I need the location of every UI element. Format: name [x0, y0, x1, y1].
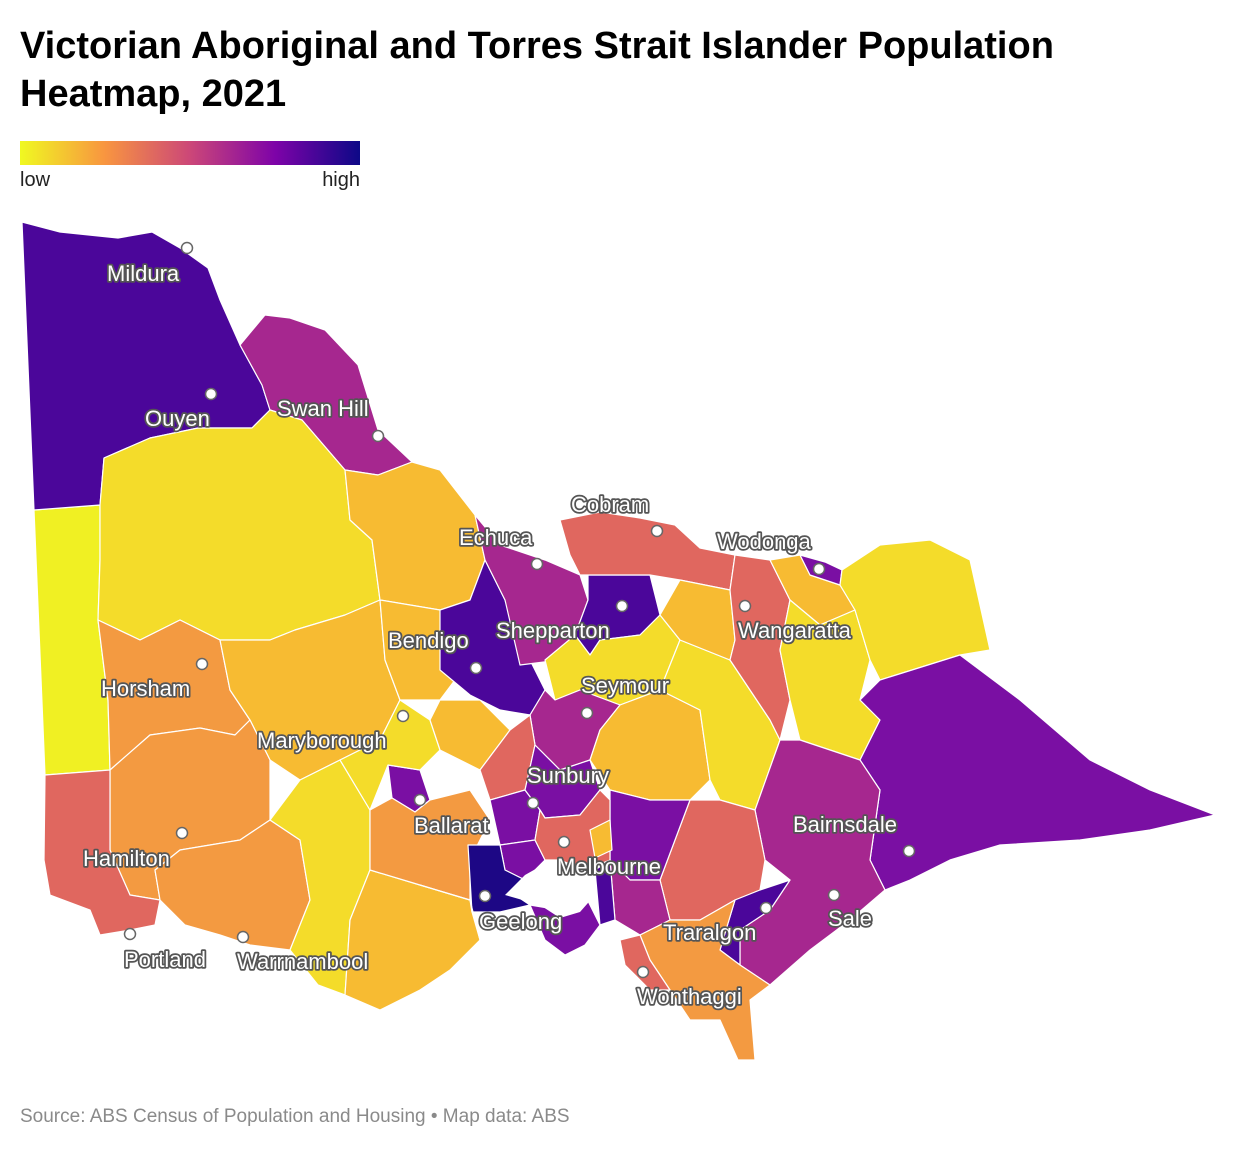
town-dot — [812, 562, 826, 576]
town-swan-hill[interactable]: Swan Hill — [275, 394, 385, 443]
regions-layer — [21, 221, 1216, 1061]
town-cobram[interactable]: Cobram — [569, 490, 664, 538]
town-label: Wangaratta — [738, 618, 852, 643]
town-dot — [204, 387, 218, 401]
town-label: Swan Hill — [277, 396, 369, 421]
town-label: Seymour — [581, 673, 669, 698]
town-echuca[interactable]: Echuca — [457, 523, 544, 571]
chart-title: Victorian Aboriginal and Torres Strait I… — [20, 25, 1054, 115]
town-melbourne[interactable]: Melbourne — [555, 835, 663, 881]
region-glenelg[interactable] — [43, 769, 161, 936]
color-legend: low high — [20, 141, 360, 197]
region-golden-plains[interactable] — [369, 789, 491, 901]
town-label: Bendigo — [388, 628, 469, 653]
town-dot — [371, 429, 385, 443]
town-label: Hamilton — [83, 846, 170, 871]
town-portland[interactable]: Portland — [122, 927, 208, 974]
town-label: Ouyen — [145, 406, 210, 431]
town-dot — [469, 661, 483, 675]
town-label: Portland — [124, 947, 206, 972]
town-label: Warrnambool — [237, 949, 368, 974]
town-label: Horsham — [101, 676, 190, 701]
town-dot — [738, 599, 752, 613]
town-seymour[interactable]: Seymour — [579, 671, 671, 720]
town-traralgon[interactable]: Traralgon — [661, 901, 773, 947]
town-label: Mildura — [107, 261, 180, 286]
region-surf-coast[interactable] — [419, 884, 481, 941]
town-dot — [195, 657, 209, 671]
town-dot — [827, 888, 841, 902]
town-dot — [557, 835, 571, 849]
town-label: Sunbury — [527, 763, 609, 788]
town-label: Echuca — [459, 525, 533, 550]
town-dot — [396, 709, 410, 723]
region-metro-core[interactable] — [534, 789, 611, 871]
region-west-wimmera[interactable] — [33, 504, 111, 776]
town-wodonga[interactable]: Wodonga — [715, 527, 826, 576]
region-murrindindi[interactable] — [589, 689, 711, 801]
legend-low-label: low — [20, 169, 51, 191]
region-south-gippsland[interactable] — [639, 899, 771, 1061]
town-dot — [580, 706, 594, 720]
town-mildura[interactable]: Mildura — [105, 241, 194, 288]
port-phillip-bay — [505, 862, 595, 918]
town-dot — [413, 793, 427, 807]
town-shepparton[interactable]: Shepparton — [494, 599, 629, 645]
town-dot — [180, 241, 194, 255]
town-dot — [236, 930, 250, 944]
town-geelong[interactable]: Geelong — [477, 889, 564, 936]
town-dot — [526, 796, 540, 810]
town-label: Shepparton — [496, 618, 610, 643]
town-label: Traralgon — [663, 920, 756, 945]
town-label: Wodonga — [717, 529, 812, 554]
town-dot — [615, 599, 629, 613]
town-dot — [636, 965, 650, 979]
town-ballarat[interactable]: Ballarat — [412, 793, 490, 840]
town-ouyen[interactable]: Ouyen — [143, 387, 218, 433]
town-dot — [478, 889, 492, 903]
town-dot — [175, 826, 189, 840]
town-label: Bairnsdale — [793, 812, 897, 837]
town-label: Maryborough — [257, 728, 387, 753]
town-dot — [902, 844, 916, 858]
town-dot — [650, 524, 664, 538]
town-label: Cobram — [571, 492, 649, 517]
town-maryborough[interactable]: Maryborough — [255, 709, 410, 755]
region-casey[interactable] — [594, 859, 616, 926]
town-bendigo[interactable]: Bendigo — [386, 626, 483, 675]
region-bass-coast[interactable] — [619, 934, 671, 991]
town-hamilton[interactable]: Hamilton — [81, 826, 189, 873]
town-label: Geelong — [479, 909, 562, 934]
town-dot — [123, 927, 137, 941]
town-wonthaggi[interactable]: Wonthaggi — [635, 965, 744, 1011]
region-east-gippsland[interactable] — [859, 654, 1216, 891]
source-note: Source: ABS Census of Population and Hou… — [20, 1106, 570, 1127]
town-dot — [759, 901, 773, 915]
town-wangaratta[interactable]: Wangaratta — [736, 599, 853, 645]
town-label: Sale — [828, 906, 872, 931]
legend-gradient-bar — [20, 141, 360, 165]
town-dot — [530, 557, 544, 571]
town-label: Melbourne — [557, 854, 661, 879]
town-sunbury[interactable]: Sunbury — [525, 761, 611, 810]
town-horsham[interactable]: Horsham — [99, 657, 209, 703]
town-bairnsdale[interactable]: Bairnsdale — [791, 810, 916, 858]
town-label: Wonthaggi — [637, 984, 742, 1009]
town-sale[interactable]: Sale — [826, 888, 874, 933]
town-warrnambool[interactable]: Warrnambool — [235, 930, 370, 976]
towns-layer: Mildura Ouyen Swan Hill Echuca Cobram Wo… — [81, 241, 916, 1011]
region-metro-east[interactable] — [589, 819, 613, 859]
town-label: Ballarat — [414, 813, 489, 838]
legend-high-label: high — [322, 169, 360, 191]
